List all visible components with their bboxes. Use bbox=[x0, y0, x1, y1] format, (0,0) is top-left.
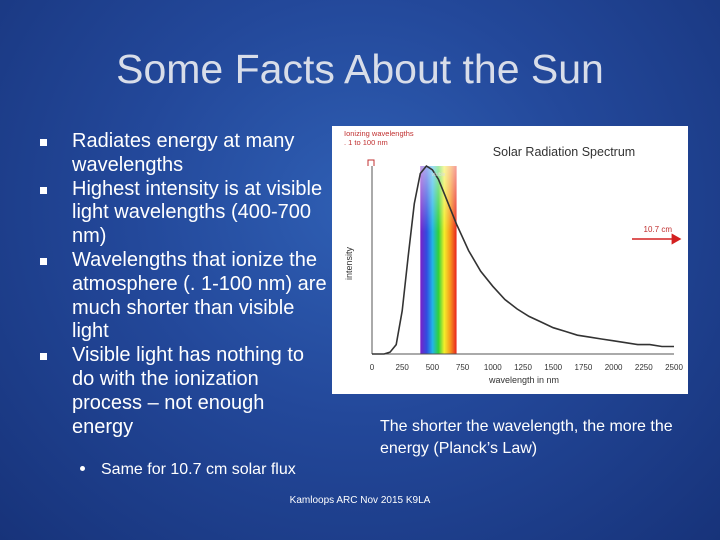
x-tick-label: 1000 bbox=[484, 363, 502, 372]
bullet-item: Visible light has nothing to do with the… bbox=[40, 344, 330, 439]
sub-bullet: Same for 10.7 cm solar flux bbox=[80, 461, 296, 479]
square-bullet-icon bbox=[40, 139, 47, 146]
spectrum-curve bbox=[372, 164, 674, 355]
x-tick-label: 1750 bbox=[575, 363, 593, 372]
square-bullet-icon bbox=[40, 353, 47, 361]
sub-bullet-text: Same for 10.7 cm solar flux bbox=[101, 461, 296, 478]
x-tick-label: 2250 bbox=[635, 363, 653, 372]
x-tick-labels: 0 250 500 750 1000 1250 1500 1750 2000 2250 2500 bbox=[370, 363, 684, 372]
bullet-text: Highest intensity is at visible light wa… bbox=[72, 177, 323, 248]
bullet-text: Visible light has nothing to do with the… bbox=[72, 344, 305, 438]
visible-band bbox=[420, 166, 457, 354]
bullet-item: Wavelengths that ionize the atmosphere (… bbox=[40, 249, 330, 344]
visible-label: visible bbox=[431, 172, 445, 178]
slide-title: Some Facts About the Sun bbox=[116, 46, 604, 92]
round-bullet-icon bbox=[80, 466, 85, 472]
x-tick-label: 0 bbox=[370, 363, 375, 372]
bullet-text: Radiates energy at many wavelengths bbox=[72, 130, 295, 176]
chart-svg: visible Ionizing wavelengths . 1 to 100 … bbox=[344, 129, 684, 385]
bullet-list: Radiates energy at many wavelengths High… bbox=[40, 130, 330, 439]
bullet-item: Highest intensity is at visible light wa… bbox=[40, 178, 330, 249]
footer-text: Kamloops ARC Nov 2015 K9LA bbox=[289, 495, 431, 506]
chart-title: Solar Radiation Spectrum bbox=[493, 145, 635, 159]
square-bullet-icon bbox=[40, 257, 47, 265]
x-tick-label: 750 bbox=[456, 363, 470, 372]
x-tick-label: 250 bbox=[396, 363, 410, 372]
x-tick-label: 2000 bbox=[605, 363, 623, 372]
x-tick-label: 2500 bbox=[665, 363, 683, 372]
ionizing-label: Ionizing wavelengths . 1 to 100 nm bbox=[344, 129, 416, 147]
radio-label: 10.7 cm bbox=[644, 225, 673, 234]
planck-caption: The shorter the wavelength, the more the… bbox=[380, 418, 673, 457]
ionizing-bracket bbox=[367, 159, 375, 166]
visible-band-fade bbox=[420, 166, 457, 354]
x-tick-label: 500 bbox=[426, 363, 440, 372]
bullet-item: Radiates energy at many wavelengths bbox=[40, 130, 330, 178]
x-axis-label: wavelength in nm bbox=[488, 375, 559, 385]
square-bullet-icon bbox=[40, 186, 47, 194]
y-axis-label: intensity bbox=[344, 246, 354, 280]
x-tick-label: 1250 bbox=[514, 363, 532, 372]
spectrum-chart: visible Ionizing wavelengths . 1 to 100 … bbox=[332, 126, 688, 394]
bullet-text: Wavelengths that ionize the atmosphere (… bbox=[72, 248, 327, 343]
x-tick-label: 1500 bbox=[544, 363, 562, 372]
